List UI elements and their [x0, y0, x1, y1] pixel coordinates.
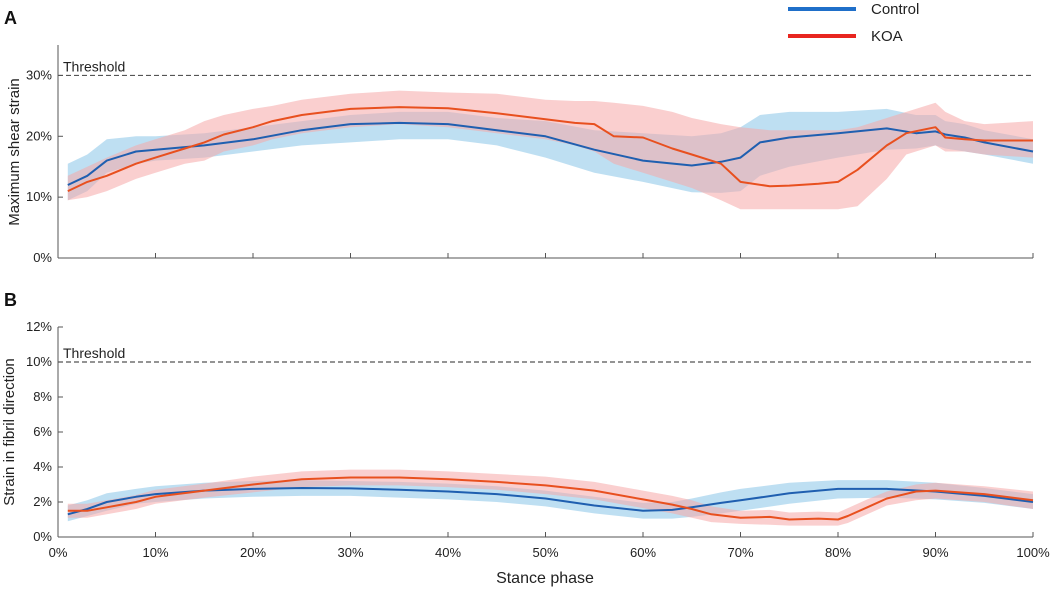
- panel-a-lines: [67, 106, 1034, 193]
- panel-a-x-ticks: [57, 253, 1034, 258]
- panel-a: A Threshold 0% 10% 20% 30% Maximum shear st…: [4, 8, 1034, 265]
- panel-a-y-tick-label: 10%: [26, 189, 52, 204]
- panel-b-x-tick-label: 60%: [630, 545, 656, 560]
- panel-b-label: B: [4, 290, 17, 310]
- panel-b: B Threshold 0% 2% 4% 6% 8% 10% 12% 0% 10% 20% 30%…: [1, 290, 1050, 587]
- panel-b-y-tick-label: 10%: [26, 354, 52, 369]
- panel-b-x-tick-label: 100%: [1016, 545, 1050, 560]
- panel-b-y-tick-label: 2%: [33, 494, 52, 509]
- panel-b-y-tick-label: 8%: [33, 389, 52, 404]
- panel-b-y-label: Strain in fibril direction: [1, 358, 18, 506]
- panel-a-y-ticks: 0% 10% 20% 30%: [26, 67, 63, 265]
- panel-b-bands: [67, 469, 1034, 526]
- panel-a-control-line: [67, 121, 1034, 186]
- panel-b-x-tick-label: 90%: [922, 545, 948, 560]
- panel-a-y-label: Maximum shear strain: [6, 78, 23, 226]
- panel-b-y-tick-label: 0%: [33, 529, 52, 544]
- panel-a-threshold-label: Threshold: [63, 58, 125, 74]
- panel-a-y-tick-label: 20%: [26, 128, 52, 143]
- panel-a-y-tick-label: 0%: [33, 250, 52, 265]
- panel-b-x-tick-label: 80%: [825, 545, 851, 560]
- panel-a-koa-band: [67, 90, 1034, 210]
- legend: Control KOA: [788, 1, 919, 45]
- panel-a-bands: [67, 90, 1034, 210]
- panel-b-x-tick-label: 30%: [337, 545, 363, 560]
- panel-b-x-tick-label: 50%: [532, 545, 558, 560]
- x-axis-title: Stance phase: [496, 570, 594, 587]
- panel-b-y-ticks: 0% 2% 4% 6% 8% 10% 12%: [26, 319, 63, 544]
- panel-b-control-line: [67, 487, 1034, 516]
- panel-b-x-ticks: 0% 10% 20% 30% 40% 50% 60% 70% 80% 90% 100%: [49, 532, 1050, 560]
- legend-control-label: Control: [871, 1, 919, 18]
- panel-b-koa-line: [67, 476, 1034, 521]
- panel-b-x-tick-label: 0%: [49, 545, 68, 560]
- panel-b-x-tick-label: 40%: [435, 545, 461, 560]
- panel-b-x-tick-label: 10%: [142, 545, 168, 560]
- panel-b-x-tick-label: 70%: [727, 545, 753, 560]
- panel-b-x-tick-label: 20%: [240, 545, 266, 560]
- panel-b-y-tick-label: 6%: [33, 424, 52, 439]
- panel-b-control-band: [67, 480, 1034, 522]
- panel-b-koa-band: [67, 469, 1034, 526]
- panel-b-threshold-label: Threshold: [63, 345, 125, 361]
- legend-koa-label: KOA: [871, 28, 903, 45]
- panel-b-lines: [67, 476, 1034, 521]
- panel-a-koa-line: [67, 106, 1033, 193]
- panel-a-y-tick-label: 30%: [26, 67, 52, 82]
- panel-b-y-tick-label: 12%: [26, 319, 52, 334]
- panel-b-y-tick-label: 4%: [33, 459, 52, 474]
- panel-a-label: A: [4, 8, 17, 28]
